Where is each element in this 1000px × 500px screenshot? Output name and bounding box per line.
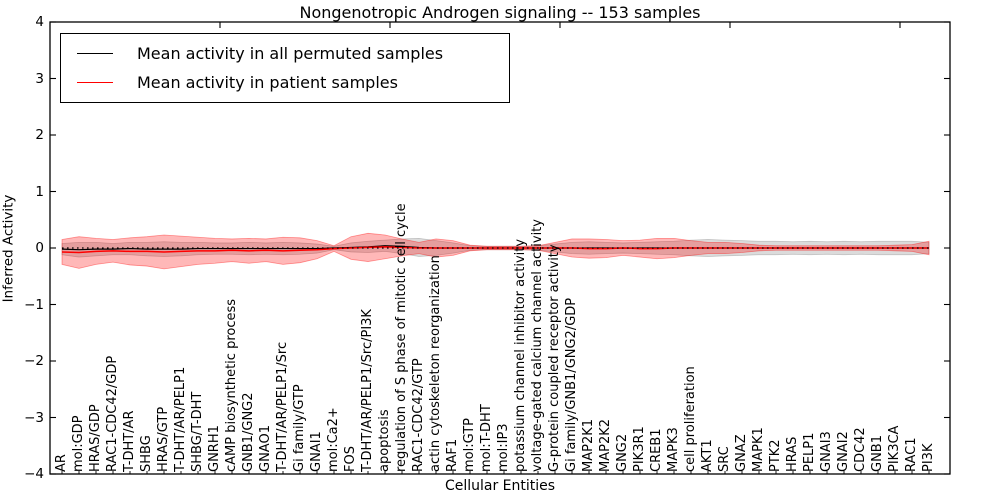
x-tick-label: RAC1: [904, 437, 919, 472]
x-tick-label: mol:IP3: [496, 423, 511, 472]
x-tick-label: mol:GDP: [71, 415, 86, 472]
legend-entry-permuted: Mean activity in all permuted samples: [61, 39, 509, 68]
x-tick-label: mol:GTP: [462, 418, 477, 472]
x-tick-label: RAF1: [445, 438, 460, 472]
x-tick-label: PELP1: [802, 432, 817, 472]
x-tick-label: SRC: [717, 446, 732, 472]
y-tick-label: 4: [35, 14, 44, 30]
x-tick-label: T-DHT/AR: [122, 410, 137, 472]
legend-line-swatch-red: [77, 82, 113, 83]
x-tick-label: MAPK1: [751, 427, 766, 472]
x-tick-label: actin cytoskeleton reorganization: [428, 255, 443, 472]
x-tick-label: Gi family/GTP: [292, 384, 307, 472]
y-tick-label: 2: [35, 127, 44, 143]
y-tick-label: 1: [35, 183, 44, 200]
x-tick-label: RAC1-CDC42/GTP: [411, 358, 426, 472]
x-tick-label: cAMP biosynthetic process: [224, 298, 239, 472]
x-tick-label: GNRH1: [207, 425, 222, 472]
x-tick-label: PTK2: [768, 439, 783, 472]
x-tick-label: RAC1-CDC42/GDP: [105, 355, 120, 472]
x-tick-label: CREB1: [649, 428, 664, 472]
x-tick-label: FOS: [343, 446, 358, 472]
x-tick-label: CDC42: [853, 427, 868, 472]
x-tick-label: GNB1: [870, 435, 885, 472]
legend-label: Mean activity in patient samples: [137, 73, 398, 92]
x-tick-label: HRAS: [785, 436, 800, 472]
x-tick-label: T-DHT/AR/PELP1/Src: [275, 341, 290, 472]
x-tick-label: MAP2K2: [598, 418, 613, 472]
legend-label: Mean activity in all permuted samples: [137, 44, 444, 63]
x-tick-label: SHBG: [139, 435, 154, 472]
x-tick-label: T-DHT/AR/PELP1/Src/PI3K: [360, 309, 375, 472]
legend-line-swatch-black: [77, 53, 113, 54]
x-tick-label: HRAS/GDP: [88, 404, 103, 472]
x-axis-label: Cellular Entities: [444, 478, 556, 494]
y-tick-label: −3: [24, 409, 44, 426]
y-tick-label: 0: [35, 240, 44, 256]
x-tick-label: Gi family/GNB1/GNG2/GDP: [564, 297, 579, 472]
x-tick-label: PI3K: [921, 443, 936, 472]
x-tick-label: AKT1: [700, 439, 715, 472]
legend-entry-patient: Mean activity in patient samples: [61, 68, 509, 97]
y-tick-label: −2: [24, 353, 44, 369]
x-tick-label: MAP2K1: [581, 418, 596, 472]
x-tick-label: GNAI1: [309, 431, 324, 472]
x-tick-label: T-DHT/AR/PELP1: [173, 366, 188, 472]
x-tick-label: GNAI3: [819, 431, 834, 472]
x-tick-label: SHBG/T-DHT: [190, 391, 205, 472]
x-tick-label: MAPK3: [666, 427, 681, 472]
y-tick-label: 3: [35, 70, 44, 87]
legend: Mean activity in all permuted samples Me…: [60, 33, 510, 103]
x-tick-label: apoptosis: [377, 409, 392, 472]
x-tick-label: GNAO1: [258, 425, 273, 472]
y-tick-label: −1: [24, 296, 44, 313]
x-tick-label: mol:Ca2+: [326, 407, 341, 472]
mean-line-patient: [61, 246, 929, 254]
band-patient: [61, 232, 930, 270]
x-tick-label: AR: [54, 454, 69, 472]
x-tick-label: G-protein coupled receptor activity: [547, 244, 562, 472]
x-tick-label: cell proliferation: [683, 366, 698, 472]
x-tick-label: regulation of S phase of mitotic cell cy…: [394, 203, 409, 472]
x-tick-label: HRAS/GTP: [156, 406, 171, 472]
x-tick-label: voltage-gated calcium channel activity: [530, 219, 545, 472]
x-tick-label: potassium channel inhibitor activity: [513, 238, 528, 472]
x-tick-label: GNG2: [615, 433, 630, 472]
x-tick-label: PIK3CA: [887, 425, 902, 472]
y-tick-label: −4: [24, 466, 44, 482]
x-tick-label: PIK3R1: [632, 426, 647, 472]
chart-title: Nongenotropic Androgen signaling -- 153 …: [299, 3, 701, 22]
x-tick-label: mol:T-DHT: [479, 404, 494, 472]
x-tick-label: GNAZ: [734, 434, 749, 472]
x-tick-label: GNAI2: [836, 431, 851, 472]
x-tick-label: GNB1/GNG2: [241, 392, 256, 472]
y-axis-label: Inferred Activity: [0, 194, 17, 303]
